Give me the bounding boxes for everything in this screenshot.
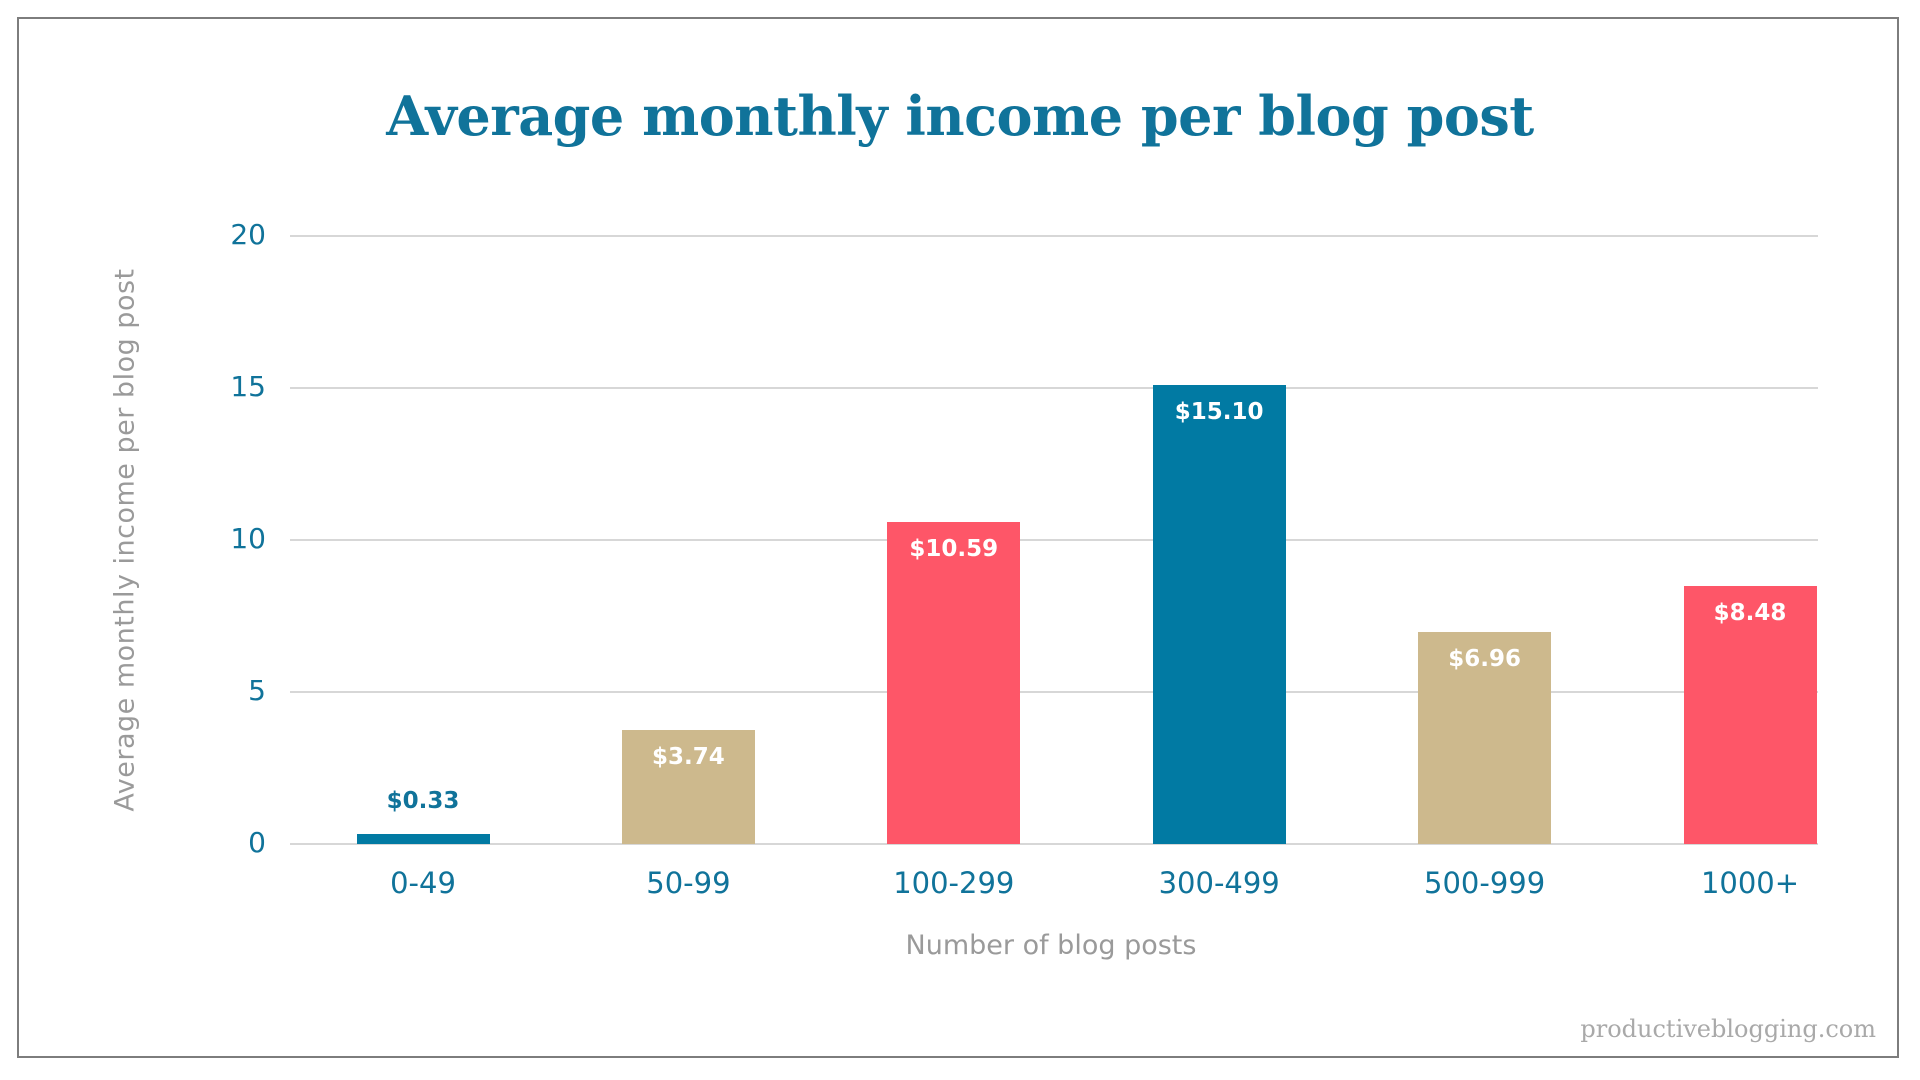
- bar-value-label: $15.10: [1174, 398, 1264, 425]
- chart-frame: [17, 17, 1899, 1058]
- chart-title: Average monthly income per blog post: [386, 84, 1534, 148]
- source-credit: productiveblogging.com: [1580, 1015, 1876, 1043]
- bar-50-99: $3.74: [621, 730, 755, 844]
- bar-500-999: $6.96: [1418, 632, 1552, 844]
- x-tick-label: 50-99: [646, 866, 731, 900]
- bar-value-label: $0.33: [386, 787, 460, 814]
- x-tick-label: 500-999: [1424, 866, 1546, 900]
- bar-value-label: $3.74: [652, 744, 725, 771]
- x-tick-label: 1000+: [1700, 866, 1800, 900]
- x-tick-label: 100-299: [893, 866, 1015, 900]
- y-tick-label: 20: [230, 218, 266, 251]
- gridline: [290, 691, 1818, 693]
- gridline: [290, 843, 1818, 845]
- bar-300-499: $15.10: [1152, 384, 1286, 844]
- gridline: [290, 539, 1818, 541]
- x-axis-label: Number of blog posts: [905, 930, 1197, 961]
- y-axis-label: Average monthly income per blog post: [109, 268, 141, 812]
- y-tick-label: 0: [248, 826, 266, 859]
- y-tick-label: 15: [230, 370, 266, 403]
- bar-100-299: $10.59: [887, 522, 1021, 844]
- y-tick-label: 5: [248, 674, 266, 707]
- y-tick-label: 10: [230, 522, 266, 555]
- bar-value-label: $10.59: [909, 536, 999, 563]
- bar-0-49: $0.33: [356, 788, 490, 844]
- bar-1000+: $8.48: [1683, 586, 1817, 844]
- bar-value-label: $8.48: [1713, 600, 1787, 627]
- x-tick-label: 300-499: [1158, 866, 1280, 900]
- gridline: [290, 387, 1818, 389]
- gridline: [290, 235, 1818, 237]
- x-tick-label: 0-49: [390, 866, 456, 900]
- bar-value-label: $6.96: [1448, 646, 1521, 673]
